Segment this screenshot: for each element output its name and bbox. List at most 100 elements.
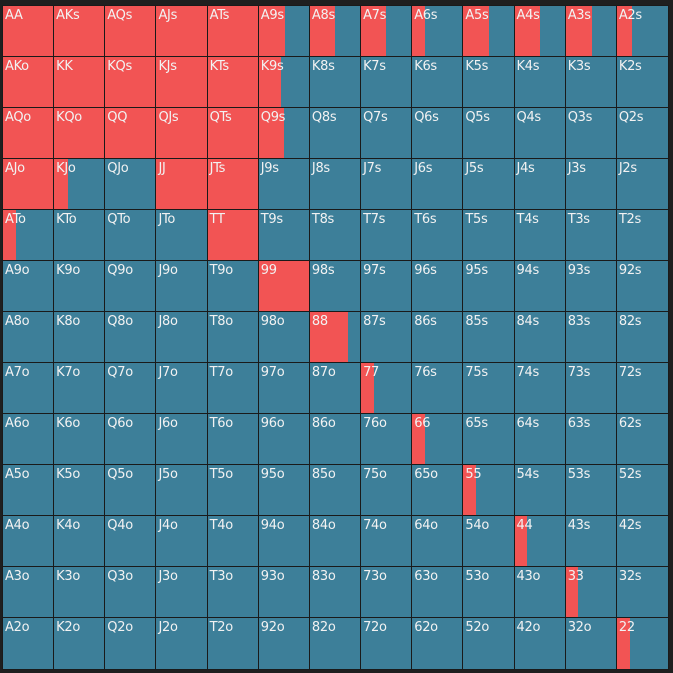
hand-cell[interactable]: AKo (3, 57, 55, 108)
hand-cell[interactable]: 64s (514, 414, 566, 465)
hand-cell[interactable]: JJ (156, 159, 208, 210)
hand-cell[interactable]: 75o (361, 465, 413, 516)
hand-cell[interactable]: 76o (361, 414, 413, 465)
hand-cell[interactable]: T5s (463, 210, 515, 261)
hand-cell[interactable]: Q4o (105, 516, 157, 567)
hand-cell[interactable]: K2s (616, 57, 668, 108)
hand-cell[interactable]: J8s (309, 159, 362, 210)
hand-cell[interactable]: K6o (54, 414, 106, 465)
hand-cell[interactable]: QQ (105, 108, 157, 159)
hand-cell[interactable]: 53o (463, 567, 515, 618)
hand-cell[interactable]: AJs (156, 6, 208, 57)
hand-cell[interactable]: JTo (156, 210, 208, 261)
hand-cell[interactable]: J4s (514, 159, 566, 210)
hand-cell[interactable]: Q3s (565, 108, 617, 159)
hand-cell[interactable]: AJo (3, 159, 55, 210)
hand-cell[interactable]: 77 (361, 363, 413, 414)
hand-cell[interactable]: 55 (463, 465, 515, 516)
hand-cell[interactable]: AA (3, 6, 55, 57)
hand-cell[interactable]: 97s (361, 261, 413, 312)
hand-cell[interactable]: T6o (207, 414, 259, 465)
hand-cell[interactable]: A6s (412, 6, 464, 57)
hand-cell[interactable]: 96o (258, 414, 310, 465)
hand-cell[interactable]: JTs (207, 159, 259, 210)
hand-cell[interactable]: Q2s (616, 108, 668, 159)
hand-cell[interactable]: 72s (616, 363, 668, 414)
hand-cell[interactable]: K5o (54, 465, 106, 516)
hand-cell[interactable]: K9o (54, 261, 106, 312)
hand-cell[interactable]: 63o (412, 567, 464, 618)
hand-cell[interactable]: Q2o (105, 618, 157, 669)
hand-cell[interactable]: K6s (412, 57, 464, 108)
hand-cell[interactable]: 93s (565, 261, 617, 312)
hand-cell[interactable]: T6s (412, 210, 464, 261)
hand-cell[interactable]: 83s (565, 312, 617, 363)
hand-cell[interactable]: Q7o (105, 363, 157, 414)
hand-cell[interactable]: T4o (207, 516, 259, 567)
hand-cell[interactable]: 62s (616, 414, 668, 465)
hand-cell[interactable]: J9o (156, 261, 208, 312)
hand-cell[interactable]: KJs (156, 57, 208, 108)
hand-cell[interactable]: 97o (258, 363, 310, 414)
hand-cell[interactable]: 95s (463, 261, 515, 312)
hand-cell[interactable]: T9o (207, 261, 259, 312)
hand-cell[interactable]: AKs (54, 6, 106, 57)
hand-cell[interactable]: J5o (156, 465, 208, 516)
hand-cell[interactable]: Q5o (105, 465, 157, 516)
hand-cell[interactable]: J2s (616, 159, 668, 210)
hand-cell[interactable]: K8s (309, 57, 362, 108)
hand-cell[interactable]: 74o (361, 516, 413, 567)
hand-cell[interactable]: 98s (309, 261, 362, 312)
hand-cell[interactable]: 76s (412, 363, 464, 414)
hand-cell[interactable]: A2o (3, 618, 55, 669)
hand-cell[interactable]: 22 (616, 618, 668, 669)
hand-cell[interactable]: J5s (463, 159, 515, 210)
hand-cell[interactable]: J7o (156, 363, 208, 414)
hand-cell[interactable]: A9o (3, 261, 55, 312)
hand-cell[interactable]: 54o (463, 516, 515, 567)
hand-cell[interactable]: 86s (412, 312, 464, 363)
hand-cell[interactable]: KK (54, 57, 106, 108)
hand-cell[interactable]: ATs (207, 6, 259, 57)
hand-cell[interactable]: 93o (258, 567, 310, 618)
hand-cell[interactable]: 52s (616, 465, 668, 516)
hand-cell[interactable]: Q5s (463, 108, 515, 159)
hand-cell[interactable]: K7o (54, 363, 106, 414)
hand-cell[interactable]: 85s (463, 312, 515, 363)
hand-cell[interactable]: T2s (616, 210, 668, 261)
hand-cell[interactable]: 44 (514, 516, 566, 567)
hand-cell[interactable]: 98o (258, 312, 310, 363)
hand-cell[interactable]: J8o (156, 312, 208, 363)
hand-cell[interactable]: 73s (565, 363, 617, 414)
hand-cell[interactable]: K9s (258, 57, 310, 108)
hand-cell[interactable]: A3o (3, 567, 55, 618)
hand-cell[interactable]: J6s (412, 159, 464, 210)
hand-cell[interactable]: KQo (54, 108, 106, 159)
hand-cell[interactable]: KTs (207, 57, 259, 108)
hand-cell[interactable]: J9s (258, 159, 310, 210)
hand-cell[interactable]: A7s (361, 6, 413, 57)
hand-cell[interactable]: 92o (258, 618, 310, 669)
hand-cell[interactable]: 63s (565, 414, 617, 465)
hand-cell[interactable]: Q6o (105, 414, 157, 465)
hand-cell[interactable]: A5s (463, 6, 515, 57)
hand-cell[interactable]: 92s (616, 261, 668, 312)
hand-cell[interactable]: J4o (156, 516, 208, 567)
hand-cell[interactable]: K7s (361, 57, 413, 108)
hand-cell[interactable]: QJs (156, 108, 208, 159)
hand-cell[interactable]: Q6s (412, 108, 464, 159)
hand-cell[interactable]: 84o (309, 516, 362, 567)
hand-cell[interactable]: KJo (54, 159, 106, 210)
hand-cell[interactable]: 42s (616, 516, 668, 567)
hand-cell[interactable]: A7o (3, 363, 55, 414)
hand-cell[interactable]: 73o (361, 567, 413, 618)
hand-cell[interactable]: 62o (412, 618, 464, 669)
hand-cell[interactable]: A4s (514, 6, 566, 57)
hand-cell[interactable]: T7s (361, 210, 413, 261)
hand-cell[interactable]: T3o (207, 567, 259, 618)
hand-cell[interactable]: QTs (207, 108, 259, 159)
hand-cell[interactable]: 99 (258, 261, 310, 312)
hand-cell[interactable]: 52o (463, 618, 515, 669)
hand-cell[interactable]: 32o (565, 618, 617, 669)
hand-cell[interactable]: KQs (105, 57, 157, 108)
